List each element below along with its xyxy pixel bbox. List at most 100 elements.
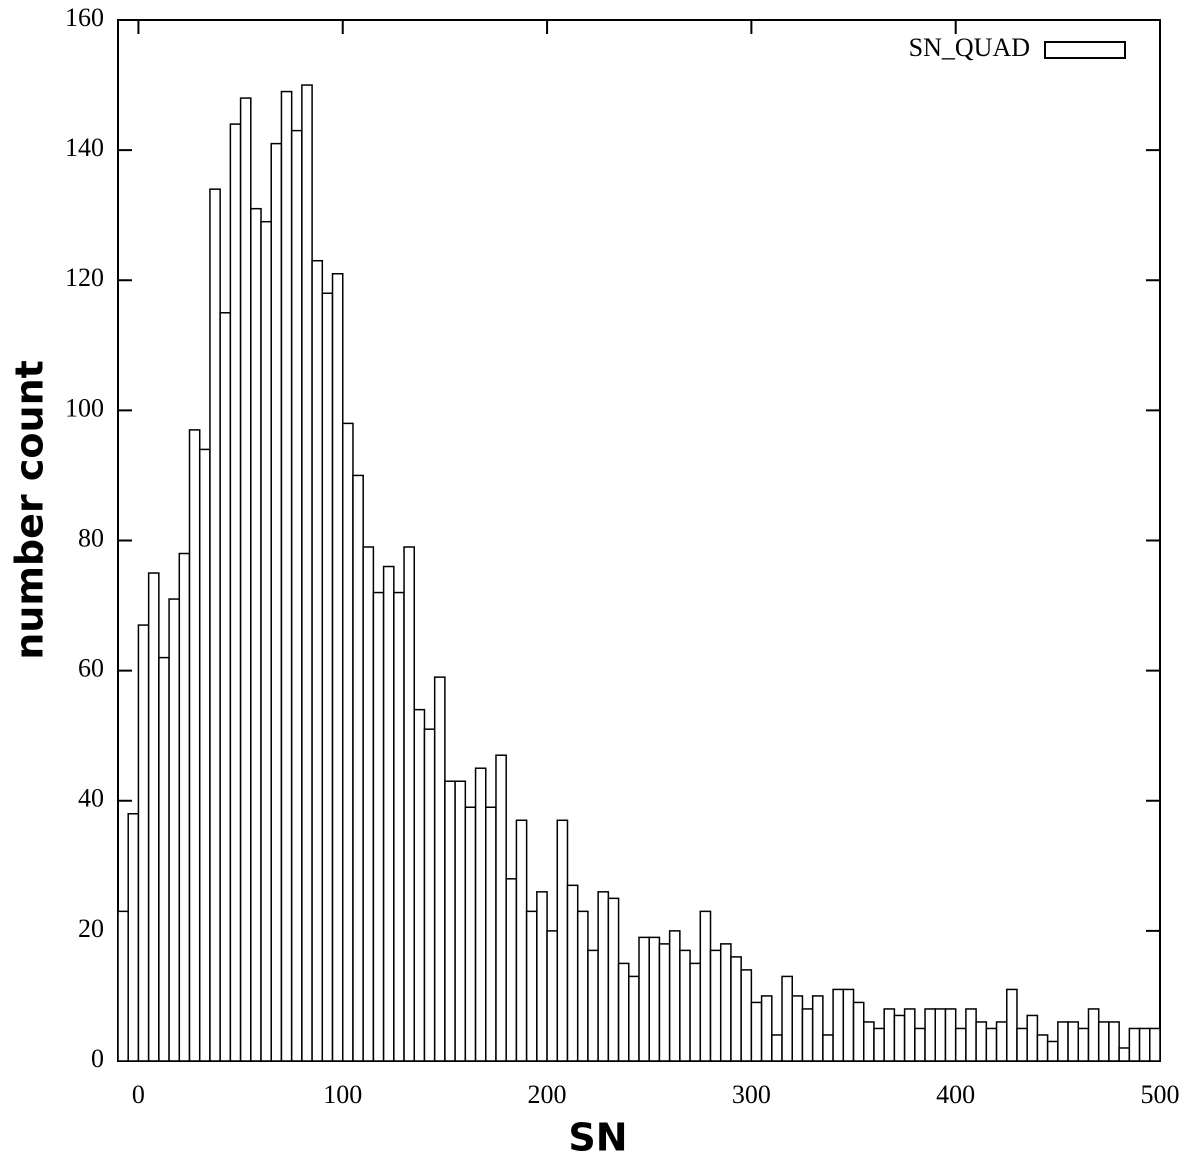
- legend-label: SN_QUAD: [909, 33, 1030, 62]
- y-tick-label: 20: [78, 914, 104, 943]
- bar: [433, 676, 446, 1062]
- bar: [617, 962, 630, 1062]
- bar: [852, 1001, 865, 1062]
- bar: [832, 988, 845, 1062]
- bar: [188, 429, 201, 1062]
- bar: [587, 949, 599, 1062]
- bar: [536, 891, 548, 1062]
- bar: [668, 930, 681, 1062]
- bar: [198, 448, 211, 1062]
- bar: [209, 188, 221, 1062]
- bar: [791, 995, 804, 1062]
- bar: [822, 1034, 834, 1062]
- bar: [158, 656, 170, 1062]
- bar: [474, 767, 487, 1062]
- bar: [985, 1027, 998, 1062]
- bar: [495, 754, 507, 1062]
- bar: [811, 995, 824, 1062]
- bar: [250, 207, 262, 1062]
- bar: [730, 956, 742, 1062]
- bar: [413, 708, 426, 1062]
- bar: [648, 936, 661, 1062]
- bar: [403, 546, 416, 1062]
- bar: [781, 975, 793, 1062]
- bar: [709, 949, 722, 1062]
- y-tick-label: 60: [78, 654, 104, 683]
- bar: [301, 84, 313, 1062]
- bar: [924, 1008, 937, 1062]
- bar: [1026, 1014, 1039, 1062]
- x-tick-label: 400: [936, 1080, 975, 1109]
- bar: [219, 312, 232, 1062]
- bar: [638, 936, 650, 1062]
- bar: [699, 910, 712, 1062]
- y-tick-label: 140: [65, 133, 104, 162]
- legend-swatch: [1044, 41, 1126, 59]
- bar: [975, 1021, 988, 1062]
- bar: [1067, 1021, 1080, 1062]
- bar: [147, 572, 160, 1062]
- bar: [771, 1034, 783, 1062]
- bar: [1006, 988, 1018, 1062]
- bar: [280, 90, 293, 1062]
- y-tick-label: 80: [78, 523, 104, 552]
- bar: [760, 995, 773, 1062]
- bar: [801, 1008, 814, 1062]
- bar: [719, 943, 732, 1062]
- bar: [658, 943, 671, 1062]
- bar: [842, 988, 855, 1062]
- y-axis-label: number count: [8, 360, 52, 660]
- bar: [137, 624, 150, 1062]
- y-tick-label: 100: [65, 393, 104, 422]
- x-tick-label: 500: [1141, 1080, 1180, 1109]
- bar: [546, 930, 559, 1062]
- bar: [454, 780, 467, 1062]
- bar: [464, 806, 477, 1062]
- bar: [1138, 1027, 1151, 1062]
- y-tick-label: 160: [65, 3, 104, 32]
- bar: [995, 1021, 1008, 1062]
- bar: [290, 129, 303, 1062]
- bar: [576, 910, 589, 1062]
- bar: [1016, 1027, 1028, 1062]
- bar: [914, 1027, 926, 1062]
- y-tick-label: 0: [91, 1044, 104, 1073]
- bar: [1046, 1040, 1059, 1062]
- x-axis-label: SN: [568, 1116, 627, 1160]
- bar: [903, 1008, 916, 1062]
- bar: [1036, 1034, 1049, 1062]
- bar: [352, 474, 364, 1062]
- bar: [382, 565, 395, 1062]
- bar: [1118, 1047, 1131, 1062]
- bar: [341, 422, 354, 1062]
- bar: [1057, 1021, 1069, 1062]
- y-tick-label: 120: [65, 263, 104, 292]
- bar: [444, 780, 456, 1062]
- bar: [331, 272, 344, 1062]
- bar: [525, 910, 538, 1062]
- x-tick-label: 0: [132, 1080, 145, 1109]
- bar: [393, 591, 405, 1062]
- bar: [893, 1014, 906, 1062]
- bar: [862, 1021, 875, 1062]
- bar: [239, 97, 252, 1062]
- bar: [944, 1008, 957, 1062]
- bar: [1108, 1021, 1120, 1062]
- bar: [168, 598, 181, 1062]
- bar: [229, 123, 242, 1062]
- bar: [566, 884, 579, 1062]
- bar: [270, 142, 283, 1062]
- bar: [556, 819, 569, 1062]
- bar: [934, 1008, 947, 1062]
- bar: [321, 292, 334, 1062]
- bar: [750, 1001, 763, 1062]
- bar: [1149, 1027, 1161, 1062]
- bar: [740, 969, 753, 1062]
- bar: [1128, 1027, 1141, 1062]
- bar: [873, 1027, 885, 1062]
- bar: [505, 878, 518, 1062]
- bar: [260, 220, 272, 1062]
- bar: [1077, 1027, 1090, 1062]
- x-tick-label: 200: [528, 1080, 567, 1109]
- bar: [178, 552, 191, 1062]
